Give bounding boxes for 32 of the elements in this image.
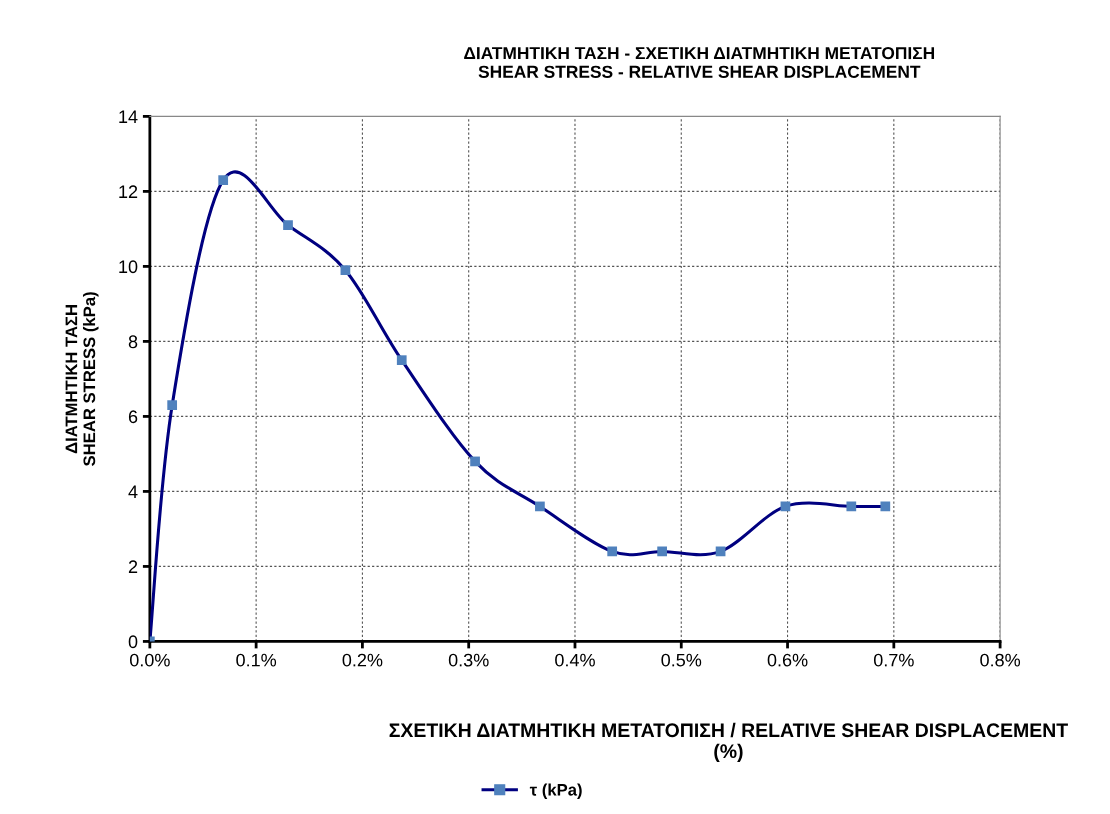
point [880, 501, 891, 512]
y-tick-label: 4 [128, 485, 138, 498]
point [396, 355, 407, 366]
point [167, 400, 178, 411]
x-tick-label: 0.4% [555, 653, 595, 667]
point [657, 546, 667, 557]
y-tick-label: 6 [128, 410, 138, 424]
y-tick-label: 10 [119, 260, 138, 274]
point [607, 546, 618, 557]
point [470, 456, 480, 467]
y-tick-label: 12 [119, 185, 138, 198]
chart-title: ΔΙΑΤΜΗΤΙΚΗ ΤΑΣΗ - ΣΧΕΤΙΚΗ ΔΙΑΤΜΗΤΙΚΗ ΜΕΤΑΤΟΠΙΣΗ SHEAR STRESS - RELATIVE SHEAR DISPLACEMENT [464, 46, 935, 78]
y-tick-label: 0 [128, 635, 138, 649]
x-tick-label: 0.7% [873, 653, 914, 667]
x-tick-label: 0.2% [342, 653, 383, 667]
x-tick-label: 0.1% [236, 653, 277, 667]
y-tick-label: 14 [119, 110, 138, 123]
x-tick-label: 0.5% [661, 653, 702, 667]
y-tick-label: 2 [128, 560, 138, 573]
point [283, 220, 293, 231]
x-axis-title: ΣΧΕΤΙΚΗ ΔΙΑΤΜΗΤΙΚΗ ΜΕΤΑΤΟΠΙΣΗ / RELATIVE SHEAR DISPLACEMENT (%) [389, 722, 1068, 762]
x-tick-label: 0.6% [767, 653, 808, 667]
y-axis-title: ΔΙΑΤΜΗΤΙΚΗ ΤΑΣΗ SHEAR STRESS (kPa) [65, 292, 99, 466]
legend-label: τ (kPa) [529, 783, 582, 799]
point [340, 265, 351, 276]
x-tick-label: 0.8% [980, 653, 1021, 667]
y-tick-label: 8 [128, 335, 138, 349]
x-tick-label: 0.3% [448, 653, 489, 667]
point [846, 501, 857, 512]
point [535, 501, 545, 512]
x-tick-label: 0.0% [129, 653, 170, 667]
point [218, 175, 229, 186]
